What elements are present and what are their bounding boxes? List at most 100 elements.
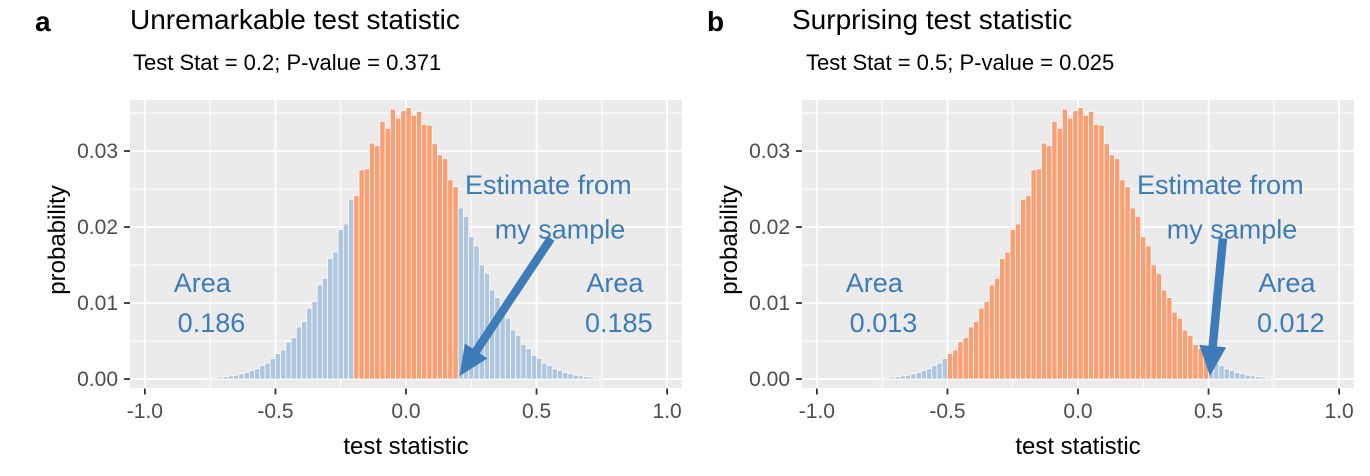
histogram-bar-center — [1072, 110, 1079, 380]
histogram-bar-center — [957, 341, 964, 380]
histogram-bar-center — [421, 124, 428, 380]
histogram-bar-tail — [941, 358, 948, 380]
histogram-bar-center — [1046, 145, 1053, 380]
estimate-annotation-line1: Estimate from — [1137, 170, 1304, 200]
panel-a-tag: a — [35, 6, 51, 37]
histogram-bar-center — [978, 307, 985, 380]
histogram-bar-center — [952, 349, 959, 380]
histogram-bar-tail — [588, 376, 595, 380]
histogram-bar-tail — [520, 344, 527, 380]
histogram-bar-tail — [546, 365, 553, 380]
histogram-bar-center — [1119, 179, 1126, 380]
histogram-bar-tail — [557, 370, 564, 380]
histogram-bar-center — [988, 284, 995, 380]
histogram-bar-tail — [583, 376, 590, 380]
histogram-bar-tail — [1229, 370, 1236, 380]
x-tick-label: 1.0 — [1325, 400, 1354, 423]
histogram-bar-center — [400, 110, 407, 380]
estimate-arrow — [1199, 237, 1228, 376]
area-left-label: Area — [846, 268, 904, 298]
panel-b-plot: -1.0 -0.5 0.0 0.5 1.0 0.00 0.01 0.02 0.03 test st… — [716, 100, 1354, 460]
histogram-bar-tail — [884, 377, 891, 380]
histogram-bar-tail — [910, 373, 917, 380]
histogram-bar-tail — [1218, 365, 1225, 380]
histogram-bar-center — [447, 179, 454, 380]
histogram-bar-center — [1103, 143, 1110, 380]
histogram-bar-center — [1056, 128, 1063, 380]
histogram-bar-center — [1155, 273, 1162, 380]
histogram-bar-center — [431, 143, 438, 380]
x-tick-label: 0.5 — [1194, 400, 1223, 423]
histogram-bar-center — [1176, 317, 1183, 380]
histogram-bar-tail — [322, 277, 329, 380]
y-tick-label: 0.03 — [77, 140, 118, 163]
histogram-bar-center — [1150, 264, 1157, 380]
histogram-bar-tail — [920, 370, 927, 380]
histogram-bar-tail — [926, 368, 933, 380]
histogram-bar-center — [1171, 311, 1178, 380]
histogram-bar-center — [1030, 169, 1037, 380]
x-tick-label: 0.5 — [522, 400, 551, 423]
histogram-bar-center — [1192, 344, 1199, 380]
histogram-bar-tail — [900, 375, 907, 380]
histogram-bar-center — [1108, 154, 1115, 380]
histogram-bar-tail — [1239, 373, 1246, 380]
histogram-bar-center — [1093, 124, 1100, 380]
histogram-bar-center — [973, 321, 980, 380]
histogram-bar-tail — [598, 377, 605, 380]
histogram-bar-tail — [217, 376, 224, 380]
histogram-bar-tail — [1249, 375, 1256, 380]
histogram-bar-tail — [348, 198, 355, 380]
histogram-bar-tail — [311, 301, 318, 380]
histogram-bar-tail — [567, 373, 574, 380]
x-tick-label: -1.0 — [799, 400, 835, 423]
histogram-bar-center — [1098, 124, 1105, 380]
histogram-bar-tail — [301, 321, 308, 380]
y-tick-label: 0.01 — [77, 292, 118, 315]
histogram-bar-tail — [207, 377, 214, 380]
estimate-arrow-shaft — [469, 236, 555, 359]
histogram-bar-center — [384, 128, 391, 380]
histogram-bar-tail — [280, 349, 287, 380]
histogram-bar-center — [353, 195, 360, 380]
histogram-bar-tail — [228, 375, 235, 380]
histogram-bar-tail — [504, 317, 511, 380]
histogram-bar-tail — [269, 358, 276, 380]
histogram-bar-tail — [295, 326, 302, 380]
histogram-bar-center — [405, 107, 412, 380]
histogram-bar-center — [1035, 168, 1042, 380]
panel-b-subtitle: Test Stat = 0.5; P-value = 0.025 — [806, 50, 1115, 75]
histogram-bar-center — [1077, 107, 1084, 380]
histogram-bar-tail — [342, 223, 349, 380]
histogram-bar-center — [1124, 186, 1131, 380]
histogram-bar-center — [416, 111, 423, 380]
histogram-bar-tail — [233, 374, 240, 380]
panel-a-header: a Unremarkable test statistic Test Stat … — [0, 0, 1370, 90]
panel-b-title: Surprising test statistic — [792, 4, 1073, 35]
histogram-bar-center — [442, 158, 449, 380]
y-tick-label: 0.01 — [749, 292, 790, 315]
histogram-bar-tail — [316, 284, 323, 380]
histogram-bar-center — [1114, 158, 1121, 380]
histogram-bar-tail — [332, 251, 339, 380]
histogram-bar-center — [994, 277, 1001, 380]
histogram-bar-tail — [931, 365, 938, 380]
y-axis-title: probability — [716, 185, 743, 294]
histogram-bar-center — [962, 337, 969, 380]
histogram-bar-center — [379, 121, 386, 380]
histogram-bar-tail — [525, 348, 532, 380]
y-tick-label: 0.02 — [749, 216, 790, 239]
histogram-bar-tail — [894, 376, 901, 380]
histogram-bar-tail — [327, 258, 334, 380]
y-axis-title: probability — [44, 185, 71, 294]
area-annotations: Area 0.013 Area 0.012 Estimate from my sample — [846, 170, 1325, 338]
area-left-value: 0.013 — [850, 308, 918, 338]
histogram-bar-center — [452, 186, 459, 380]
histogram-bar-tail — [1270, 377, 1277, 380]
histogram-bar-center — [1061, 108, 1068, 380]
histogram-bar-tail — [275, 353, 282, 380]
histogram-bar-center — [999, 258, 1006, 380]
x-tick-label: -0.5 — [929, 400, 965, 423]
histogram-bar-tail — [915, 372, 922, 380]
axis-ticks — [124, 150, 669, 395]
